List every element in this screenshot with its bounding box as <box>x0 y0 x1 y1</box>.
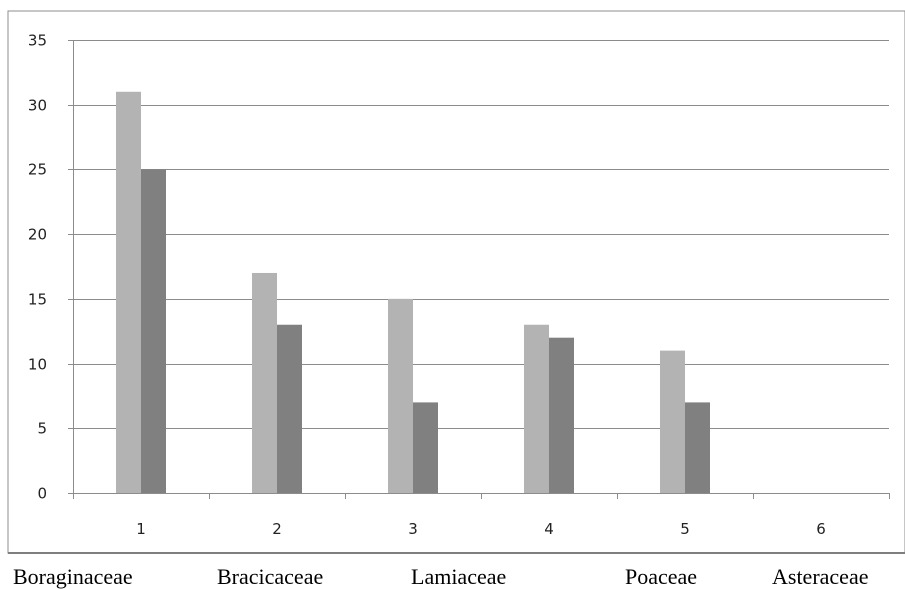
bar-series-1-cat-5 <box>660 350 685 493</box>
bar-series-2-cat-2 <box>277 324 302 493</box>
y-tick-label: 15 <box>28 291 47 309</box>
y-tick-label: 10 <box>28 356 47 374</box>
bar-series-1-cat-1 <box>116 91 141 494</box>
family-label-boraginaceae: Boraginaceae <box>13 564 133 589</box>
y-tick-label: 35 <box>28 32 47 50</box>
x-tick-label: 5 <box>680 520 690 538</box>
x-tick-label: 4 <box>544 520 554 538</box>
x-tick-label: 3 <box>408 520 418 538</box>
bar-series-1-cat-3 <box>388 298 413 493</box>
axes <box>73 40 890 499</box>
bar-series-2-cat-1 <box>141 169 166 493</box>
bar-series-2-cat-3 <box>413 402 438 493</box>
bar-series-1-cat-4 <box>524 324 549 493</box>
y-tick-label: 30 <box>28 97 47 115</box>
y-tick-label: 20 <box>28 226 47 244</box>
family-label-asteraceae: Asteraceae <box>772 564 868 589</box>
y-tick-labels: 0 5 10 15 20 25 30 35 <box>28 32 47 503</box>
x-tick-label: 1 <box>136 520 146 538</box>
bar-series-2-cat-4 <box>549 337 574 493</box>
bar-series-1-cat-2 <box>252 272 277 493</box>
gridlines <box>68 40 889 494</box>
x-tick-label: 2 <box>272 520 282 538</box>
bar-series-2-cat-5 <box>685 402 710 493</box>
x-tick-labels: 1 2 3 4 5 6 <box>136 520 826 538</box>
y-tick-label: 25 <box>28 161 47 179</box>
x-tick-label: 6 <box>816 520 826 538</box>
y-tick-label: 5 <box>37 420 47 438</box>
family-label-poaceae: Poaceae <box>625 564 697 589</box>
y-tick-label: 0 <box>37 485 47 503</box>
family-label-bracicaceae: Bracicaceae <box>217 564 323 589</box>
family-label-lamiaceae: Lamiaceae <box>411 564 506 589</box>
bars <box>116 91 710 494</box>
